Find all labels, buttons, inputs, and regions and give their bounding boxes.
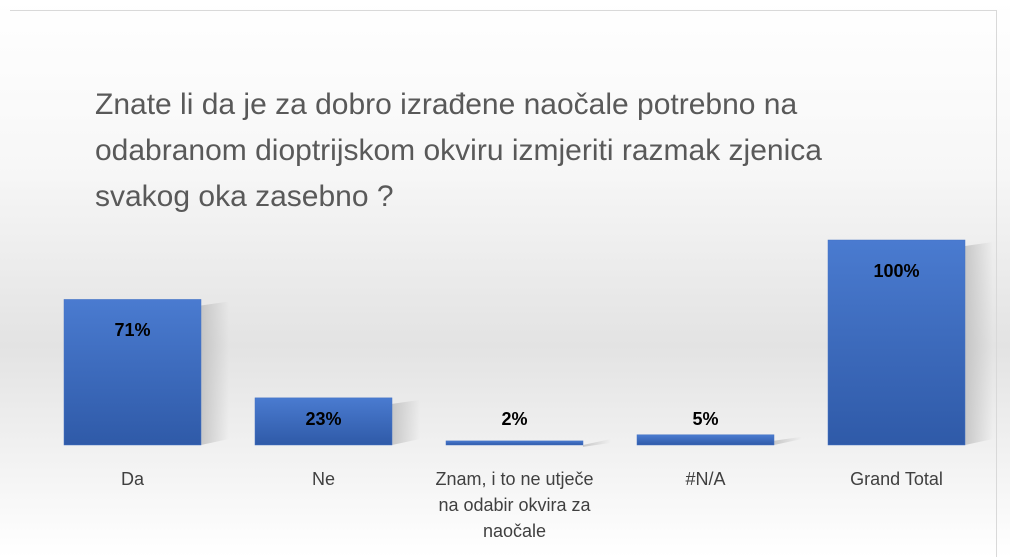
x-tick-label: Da [120, 469, 144, 489]
bar-shadow [774, 436, 802, 445]
bar [827, 239, 966, 446]
bar [636, 434, 775, 446]
value-label: 71% [114, 320, 151, 341]
bar-shadow [201, 301, 229, 445]
chart-border [10, 10, 997, 557]
x-tick-label: Grand Total [850, 469, 943, 489]
x-tick-label: Ne [311, 469, 335, 489]
bar-shadow [392, 399, 420, 445]
chart-title: Znate li da je za dobro izrađene naočale… [95, 88, 822, 213]
x-tick-label: Znam, i to ne utječe na odabir okvira za… [435, 469, 594, 541]
x-tick-label: #N/A [685, 469, 726, 489]
value-label: 100% [873, 261, 920, 281]
bar-shadow [965, 242, 993, 445]
bar [445, 440, 584, 446]
bar [254, 397, 393, 446]
value-label: 2% [501, 409, 528, 429]
value-label: 5% [692, 409, 719, 429]
bar [63, 299, 202, 446]
bar-shadow [583, 439, 611, 447]
value-label: 23% [305, 409, 342, 429]
